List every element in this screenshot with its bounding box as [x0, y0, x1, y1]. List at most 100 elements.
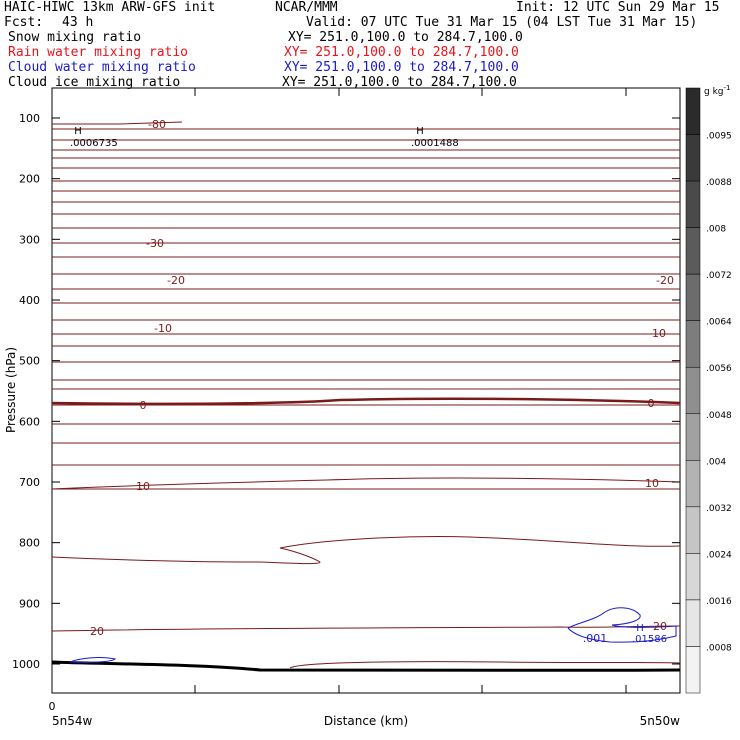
x-right-location: 5n50w: [640, 714, 681, 728]
maximum-marker: H: [74, 126, 82, 137]
colorbar-swatch: [685, 227, 701, 275]
y-tick-label: 900: [19, 597, 40, 610]
terrain-contours: [51, 660, 681, 673]
colorbar-unit-exp: -1: [724, 84, 731, 92]
isotherm-line-11: [51, 242, 681, 244]
y-tick-label: 600: [19, 415, 40, 428]
colorbar-level-label: .0072: [706, 271, 732, 281]
isotherm-line-9: [51, 213, 681, 215]
colorbar-swatch: [685, 134, 701, 182]
contour-label: 0: [648, 397, 655, 410]
colorbar-level-label: .004: [706, 457, 726, 467]
valid-label: Valid: 07 UTC Tue 31 Mar 15 (04 LST Tue …: [306, 15, 698, 30]
colorbar-swatch: [685, 273, 701, 321]
maximum-value: .0006735: [70, 138, 118, 149]
colorbar-swatch: [685, 180, 701, 228]
colorbar-swatch: [685, 553, 701, 601]
isotherm-line-24: [51, 442, 681, 444]
isotherm-line-15: [51, 302, 681, 304]
cloud-contour-label: .001: [583, 632, 608, 645]
chart-title: HAIC-HIWC 13km ARW-GFS init: [4, 0, 216, 15]
isotherm-line-19: [51, 361, 681, 363]
colorbar-level-label: .0048: [706, 411, 732, 421]
fcst-value: 43 h: [62, 15, 94, 30]
isotherm-line-26: [51, 488, 681, 490]
colorbar-swatch: [685, 366, 701, 415]
isotherm-line-5: [51, 167, 681, 169]
isotherm-line-10: [51, 227, 681, 229]
y-axis-label: Pressure (hPa): [4, 347, 18, 433]
colorbar-swatch: [685, 87, 701, 135]
x-axis-ticks: [51, 88, 627, 693]
y-tick-label: 100: [19, 112, 40, 125]
cloud-contours: [69, 607, 677, 663]
colorbar-swatch: [685, 646, 701, 694]
isotherm-line-17: [51, 333, 681, 335]
isotherm-line-4: [51, 157, 681, 159]
plot-frame: [51, 87, 681, 694]
y-tick-label: 400: [19, 294, 40, 307]
y-tick-label: 300: [19, 233, 40, 246]
colorbar-swatch: [685, 460, 701, 508]
isotherm-line-7: [51, 190, 681, 192]
contour-label: 20: [90, 625, 104, 638]
x-axis-label: Distance (km): [324, 714, 408, 728]
y-tick-label: 500: [19, 355, 40, 368]
isotherm-line-2: [51, 139, 681, 141]
isotherm-10-line: [51, 477, 681, 490]
contour-label: -10: [154, 322, 172, 335]
colorbar-swatch: [685, 413, 701, 461]
y-tick-label: 200: [19, 173, 40, 186]
y-tick-label: 1000: [12, 658, 40, 671]
isotherm-line-18: [51, 345, 681, 347]
isotherm-line-22: [51, 404, 681, 406]
field-name-cloudwater: Cloud water mixing ratio: [8, 60, 196, 75]
colorbar-level-label: .0056: [706, 364, 732, 374]
colorbar: .0095 .0088 .008 .0072 .0064 .0056 .0048 .004 .0…: [685, 87, 732, 694]
fcst-label: Fcst:: [4, 15, 44, 30]
cloud-contour-right: [567, 607, 677, 643]
maximum-value: .0001488: [411, 138, 459, 149]
contour-label: 0: [140, 399, 147, 412]
isotherm-zero-line: [51, 397, 681, 406]
colorbar-level-label: .0088: [706, 178, 732, 188]
y-tick-label: 800: [19, 537, 40, 550]
colorbar-swatch: [685, 506, 701, 554]
isotherm-line-6: [51, 180, 681, 182]
isotherm-line-16: [51, 319, 681, 321]
isotherm-line-1: [51, 128, 681, 130]
isotherm-line-25: [51, 464, 681, 466]
contour-labels: -80 -30 -20 -20 -10 -10 0 0 10 10 20 20 .001: [90, 118, 674, 645]
init-label: Init: 12 UTC Sun 29 Mar 15: [516, 0, 720, 15]
field-name-cloudice: Cloud ice mixing ratio: [8, 75, 181, 90]
colorbar-level-label: .0024: [706, 550, 732, 560]
contour-label: 20: [653, 620, 667, 633]
isotherm-lower-line: [51, 625, 681, 632]
cloud-contour-left: [69, 657, 117, 663]
isotherm-line-20: [51, 379, 681, 381]
maximum-marker: H: [636, 623, 644, 634]
x-tick-label-first: 0: [49, 700, 56, 713]
x-left-location: 5n54w: [52, 714, 93, 728]
isotherm-line-8: [51, 201, 681, 203]
terrain-line: [51, 660, 681, 673]
colorbar-swatch: [685, 599, 701, 647]
org-label: NCAR/MMM: [275, 0, 338, 15]
colorbar-level-label: .0032: [706, 504, 732, 514]
colorbar-level-label: .0008: [706, 643, 732, 653]
isotherm-line-21: [51, 388, 681, 390]
colorbar-level-label: .0095: [706, 132, 732, 142]
colorbar-level-label: .0064: [706, 318, 732, 328]
isotherm-20-line: [51, 536, 681, 565]
isotherm-line-13: [51, 273, 681, 275]
field-xy-snow: XY= 251.0,100.0 to 284.7,100.0: [288, 30, 523, 45]
maximum-value: .01586: [632, 634, 667, 645]
isotherm-line-3: [51, 149, 681, 151]
field-xy-cloudwater: XY= 251.0,100.0 to 284.7,100.0: [284, 60, 519, 75]
maximum-marker: H: [416, 126, 424, 137]
isotherm-contours: [51, 121, 681, 669]
colorbar-level-label: .008: [706, 225, 726, 235]
colorbar-unit: g kg-1: [704, 84, 730, 97]
